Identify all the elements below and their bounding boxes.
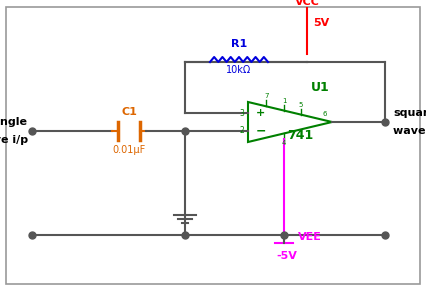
Text: 4: 4 [281, 140, 286, 146]
Text: 741: 741 [286, 130, 313, 142]
Text: C1: C1 [121, 107, 137, 117]
Text: -5V: -5V [276, 251, 297, 261]
Text: +: + [256, 108, 265, 118]
Text: 7: 7 [264, 93, 268, 99]
Text: 3: 3 [239, 109, 243, 118]
Text: VCC: VCC [294, 0, 319, 7]
Text: 5V: 5V [312, 18, 328, 28]
Text: VEE: VEE [297, 232, 321, 242]
Text: 5: 5 [298, 102, 302, 108]
Text: triangle: triangle [0, 117, 28, 127]
Text: −: − [256, 124, 266, 137]
Text: 10kΩ: 10kΩ [226, 65, 251, 75]
Text: R1: R1 [230, 39, 247, 49]
Text: square: square [392, 108, 426, 118]
Text: 2: 2 [239, 126, 243, 135]
Text: wave o/p: wave o/p [392, 126, 426, 136]
Text: U1: U1 [310, 81, 328, 94]
Text: 1: 1 [281, 98, 286, 104]
Text: 0.01μF: 0.01μF [112, 145, 145, 155]
Text: wave i/p: wave i/p [0, 135, 28, 145]
Text: 6: 6 [322, 111, 326, 117]
